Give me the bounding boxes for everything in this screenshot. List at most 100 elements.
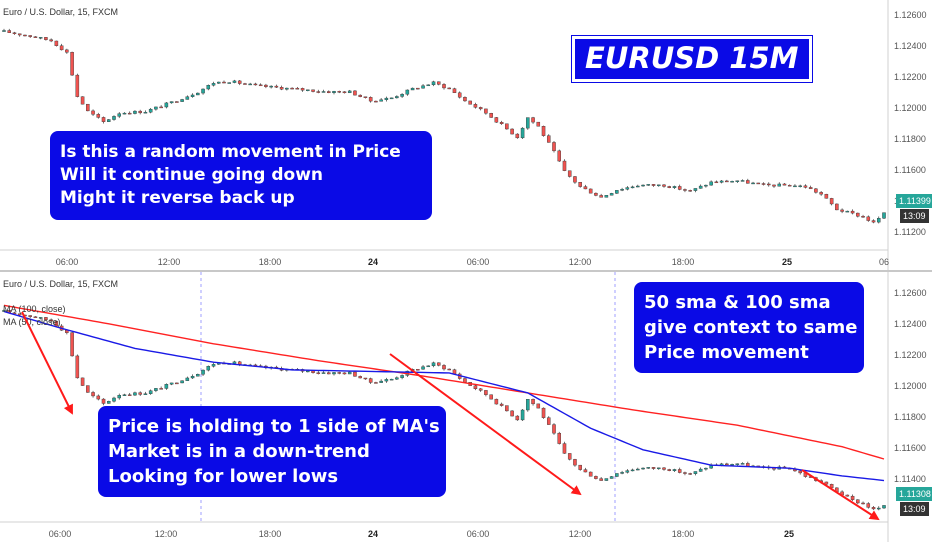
candle-body (662, 184, 666, 187)
candle-body (845, 494, 850, 497)
candle-body (33, 36, 38, 38)
candle-body (421, 366, 425, 370)
candle-body (536, 403, 541, 409)
x-tick-label: 24 (368, 529, 378, 539)
candle-body (646, 184, 651, 186)
candle-body (494, 398, 499, 405)
candle-body (787, 184, 792, 187)
x-tick-label: 06:00 (467, 257, 490, 267)
candle-body (709, 181, 713, 186)
x-tick-label: 06:00 (49, 529, 72, 539)
candle-body (442, 84, 446, 89)
candle-body (96, 114, 101, 118)
candle-body (164, 102, 169, 108)
candle-body (431, 362, 436, 367)
candle-body (169, 101, 174, 104)
candle-body (704, 184, 708, 187)
y-tick-label: 1.11800 (894, 412, 926, 422)
candle-body (384, 97, 389, 100)
candle-body (206, 366, 211, 371)
candle-body (725, 463, 729, 466)
question-callout: Is this a random movement in Price Will … (50, 131, 432, 220)
candle-body (620, 472, 624, 474)
candle-body (756, 182, 761, 185)
candle-body (636, 468, 640, 471)
candle-body (2, 310, 6, 312)
candle-body (227, 82, 232, 84)
candle-body (175, 382, 179, 385)
candle-body (463, 378, 467, 383)
candle-body (106, 401, 111, 404)
candle-body (148, 390, 153, 394)
candle-body (871, 220, 876, 223)
candle-body (127, 394, 132, 396)
candle-body (882, 212, 886, 219)
candle-body (494, 117, 499, 123)
candle-body (871, 507, 876, 510)
candle-body (766, 183, 771, 186)
candle-body (159, 106, 163, 109)
candle-body (829, 483, 834, 489)
candle-body (86, 103, 90, 112)
candle-body (484, 390, 488, 395)
ma-legend-entry: MA (50, close) (3, 317, 61, 327)
candle-body (876, 507, 881, 510)
y-tick-label: 1.12200 (894, 350, 927, 360)
candle-body (326, 372, 331, 375)
candle-body (751, 182, 755, 185)
candle-body (405, 89, 410, 95)
candle-body (416, 368, 420, 371)
candle-body (117, 395, 122, 399)
candle-body (719, 180, 724, 183)
candle-body (457, 92, 462, 98)
candle-body (829, 198, 834, 205)
candle-body (106, 119, 111, 122)
candle-body (211, 364, 216, 367)
candle-body (112, 116, 116, 120)
candle-body (426, 365, 431, 368)
candle-body (347, 371, 352, 375)
candle-body (824, 193, 829, 199)
candle-body (573, 176, 577, 183)
candle-body (28, 35, 32, 37)
candle-body (861, 502, 865, 505)
x-tick-label: 12:00 (569, 257, 592, 267)
callout-line: Might it reverse back up (60, 188, 295, 208)
candle-body (368, 378, 373, 383)
bottom-time-tag: 13:09 (900, 502, 929, 516)
candle-body (714, 181, 719, 184)
candle-body (431, 81, 436, 86)
candle-body (562, 160, 567, 171)
candle-body (541, 126, 546, 136)
candle-body (436, 81, 441, 85)
y-tick-label: 1.12600 (894, 288, 927, 298)
candle-body (206, 85, 211, 90)
top-last-price-tag: 1.11399 (896, 194, 932, 208)
candle-body (667, 186, 672, 188)
y-tick-label: 1.12400 (894, 41, 927, 51)
candle-body (478, 107, 483, 110)
top-chart-svg: 1.12600 1.12400 1.12200 1.12000 1.11800 1.116… (0, 0, 932, 272)
candle-body (169, 382, 174, 385)
ma-100-line (3, 304, 885, 460)
candle-body (604, 478, 609, 481)
candle-body (185, 96, 190, 100)
candle-body (395, 96, 399, 99)
candle-body (133, 392, 137, 396)
candle-body (358, 376, 362, 379)
candle-body (49, 319, 53, 322)
x-tick-label: 18:00 (259, 529, 282, 539)
candle-body (772, 184, 776, 187)
candle-body (374, 100, 378, 103)
candle-body (473, 104, 478, 108)
candle-body (274, 85, 279, 88)
candle-body (442, 365, 446, 370)
candle-body (735, 180, 740, 182)
trend-arrow (21, 311, 73, 415)
candle-body (499, 403, 504, 406)
candle-body (567, 453, 572, 460)
candle-body (588, 188, 593, 194)
candle-body (421, 85, 425, 89)
x-tick-label: 18:00 (259, 257, 282, 267)
candle-body (75, 74, 80, 97)
